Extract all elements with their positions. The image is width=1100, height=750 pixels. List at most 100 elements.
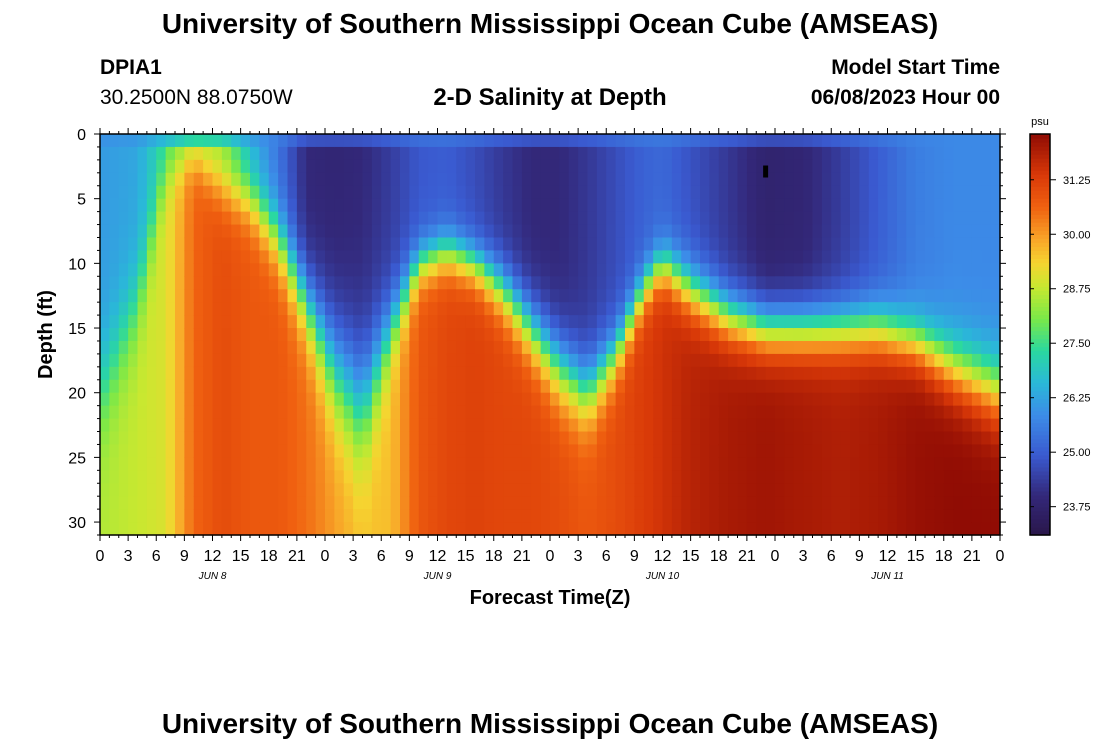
heatmap-cell <box>100 470 110 484</box>
heatmap-cell <box>596 211 607 226</box>
heatmap-cell <box>287 185 298 200</box>
heatmap-cell <box>709 134 720 148</box>
heatmap-cell <box>550 328 560 342</box>
heatmap-cell <box>137 444 148 458</box>
heatmap-cell <box>953 159 964 174</box>
heatmap-cell <box>390 263 401 277</box>
heatmap-cell <box>596 522 607 536</box>
heatmap-cell <box>268 418 279 433</box>
heatmap-cell <box>971 457 982 471</box>
heatmap-cell <box>362 431 373 446</box>
heatmap-cell <box>662 185 673 200</box>
heatmap-cell <box>456 444 467 458</box>
heatmap-cell <box>484 470 495 484</box>
heatmap-cell <box>971 224 982 239</box>
heatmap-cell <box>531 366 542 381</box>
heatmap-cell <box>278 211 289 226</box>
heatmap-cell <box>184 237 195 252</box>
heatmap-cell <box>662 418 673 433</box>
heatmap-cell <box>793 353 804 368</box>
heatmap-cell <box>728 276 739 290</box>
heatmap-cell <box>550 418 560 433</box>
heatmap-cell <box>193 340 204 355</box>
heatmap-cell <box>484 392 495 407</box>
heatmap-cell <box>587 470 598 484</box>
heatmap-cell <box>287 250 298 264</box>
heatmap-cell <box>268 509 279 523</box>
colorbar-segment <box>1030 246 1050 251</box>
heatmap-cell <box>756 263 767 277</box>
heatmap-cell <box>287 146 298 161</box>
heatmap-cell <box>728 457 739 471</box>
heatmap-cell <box>362 159 373 174</box>
heatmap-cell <box>756 340 767 355</box>
heatmap-cell <box>231 457 242 471</box>
heatmap-cell <box>634 146 645 161</box>
heatmap-cell <box>737 289 748 303</box>
colorbar-segment <box>1030 134 1050 139</box>
heatmap-cell <box>437 328 448 342</box>
heatmap-cell <box>531 289 542 303</box>
heatmap-cell <box>943 185 954 200</box>
heatmap-cell <box>475 418 485 433</box>
heatmap-cell <box>315 418 326 433</box>
heatmap-cell <box>118 224 129 239</box>
heatmap-cell <box>503 315 514 329</box>
heatmap-cell <box>240 224 251 239</box>
heatmap-cell <box>278 405 289 420</box>
heatmap-cell <box>962 315 973 329</box>
heatmap-cell <box>287 431 298 446</box>
heatmap-cell <box>615 483 626 497</box>
heatmap-cell <box>287 418 298 433</box>
heatmap-cell <box>203 211 214 226</box>
heatmap-cell <box>775 353 785 368</box>
heatmap-cell <box>362 237 373 252</box>
heatmap-cell <box>765 470 776 484</box>
heatmap-cell <box>971 276 982 290</box>
heatmap-cell <box>531 263 542 277</box>
heatmap-cell <box>906 302 917 316</box>
heatmap-cell <box>625 250 635 264</box>
heatmap-cell <box>306 198 317 213</box>
heatmap-cell <box>259 431 270 446</box>
heatmap-cell <box>934 496 945 510</box>
heatmap-cell <box>615 405 626 420</box>
heatmap-cell <box>887 134 898 148</box>
heatmap-cell <box>784 185 795 200</box>
heatmap-cell <box>146 224 157 239</box>
heatmap-cell <box>165 224 176 239</box>
heatmap-cell <box>671 276 682 290</box>
heatmap-cell <box>212 431 223 446</box>
heatmap-cell <box>775 431 785 446</box>
heatmap-cell <box>578 146 589 161</box>
heatmap-cell <box>446 263 457 277</box>
heatmap-cell <box>231 224 242 239</box>
heatmap-cell <box>165 289 176 303</box>
heatmap-cell <box>465 276 476 290</box>
heatmap-cell <box>596 237 607 252</box>
heatmap-cell <box>690 483 701 497</box>
heatmap-cell <box>259 509 270 523</box>
heatmap-cell <box>334 392 345 407</box>
heatmap-cell <box>953 224 964 239</box>
heatmap-cell <box>231 340 242 355</box>
heatmap-cell <box>465 185 476 200</box>
heatmap-cell <box>718 237 729 252</box>
heatmap-cell <box>409 315 420 329</box>
heatmap-cell <box>587 198 598 213</box>
heatmap-cell <box>906 134 917 148</box>
heatmap-cell <box>681 172 692 187</box>
heatmap-cell <box>718 444 729 458</box>
heatmap-cell <box>925 185 935 200</box>
x-tick-label: 18 <box>260 548 278 565</box>
heatmap-cell <box>662 496 673 510</box>
heatmap-cell <box>793 496 804 510</box>
heatmap-cell <box>887 289 898 303</box>
heatmap-cell <box>662 431 673 446</box>
heatmap-cell <box>596 431 607 446</box>
heatmap-cell <box>259 289 270 303</box>
heatmap-cell <box>156 483 167 497</box>
heatmap-cell <box>850 392 860 407</box>
heatmap-cell <box>306 250 317 264</box>
heatmap-cell <box>118 457 129 471</box>
